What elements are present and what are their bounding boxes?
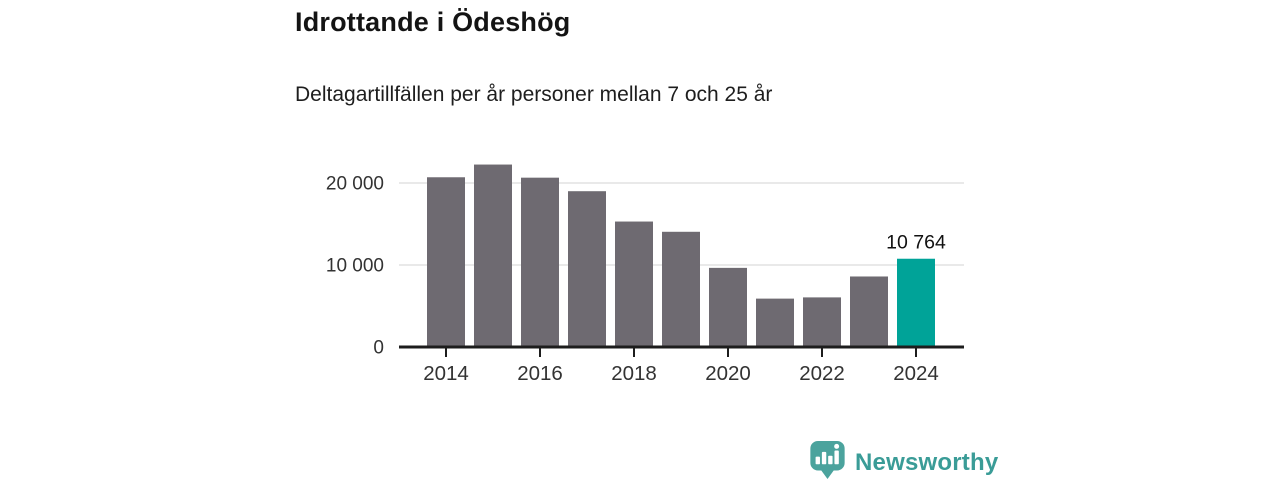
chart-title: Idrottande i Ödeshög	[295, 7, 571, 37]
x-tick-label: 2024	[893, 362, 939, 385]
brand-name: Newsworthy	[855, 448, 999, 476]
y-tick-label: 10 000	[326, 256, 384, 277]
y-tick-label: 20 000	[326, 174, 384, 195]
brand-footer: Newsworthy	[808, 440, 998, 480]
bar-2016	[521, 177, 559, 347]
bar-2018	[615, 221, 653, 347]
bar-2019	[662, 231, 700, 347]
highlight-value-label: 10 764	[886, 232, 946, 254]
x-tick-label: 2014	[423, 362, 469, 385]
x-tick-label: 2022	[799, 362, 845, 385]
newsworthy-logo-icon	[808, 440, 847, 480]
y-tick-label: 0	[373, 338, 384, 359]
bar-2024	[897, 258, 935, 347]
x-tick-label: 2018	[611, 362, 657, 385]
bar-2015	[474, 164, 512, 347]
bar-2020	[709, 267, 747, 347]
bar-2021	[756, 298, 794, 347]
x-tick-label: 2020	[705, 362, 751, 385]
chart-subtitle: Deltagartillfällen per år personer mella…	[295, 83, 773, 106]
bar-2014	[427, 177, 465, 347]
bar-2017	[568, 191, 606, 347]
x-tick-label: 2016	[517, 362, 563, 385]
bar-2023	[850, 276, 888, 347]
bar-2022	[803, 297, 841, 347]
